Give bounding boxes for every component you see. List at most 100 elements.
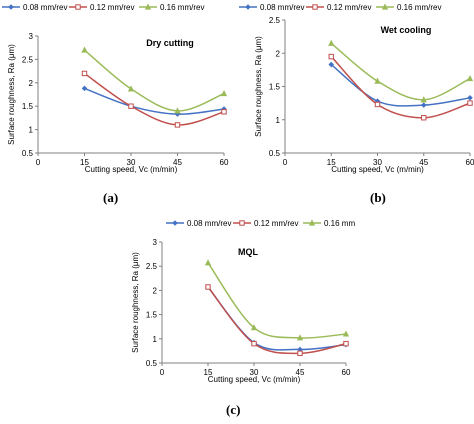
- x-axis-label: Cutting speed, Vc (m/min): [331, 165, 424, 174]
- y-tick-label: 2: [29, 79, 34, 88]
- data-point: [328, 39, 335, 46]
- legend-label: 0.12 mm/rev: [327, 3, 371, 12]
- legend-label: 0.08 mm/rev: [23, 3, 67, 12]
- panel-label-c: (c): [226, 402, 241, 417]
- legend-label: 0.08 mm/rev: [187, 219, 231, 228]
- legend-marker: [239, 220, 245, 226]
- y-axis-label: Surface roughness, Ra (μm): [254, 36, 263, 137]
- y-tick-label: 0.5: [22, 149, 34, 158]
- series-line: [84, 72, 225, 126]
- y-axis-label: Surface roughness, Ra (μm): [7, 44, 16, 145]
- y-tick-label: 0.5: [269, 149, 281, 158]
- legend-marker: [172, 220, 178, 226]
- data-point: [297, 350, 303, 357]
- data-point: [328, 53, 334, 60]
- series-line: [330, 56, 471, 119]
- data-point: [220, 89, 228, 97]
- data-point: [127, 85, 135, 92]
- legend-label: 0.16 mm/rev: [160, 3, 204, 12]
- legend-marker: [8, 4, 14, 10]
- data-point: [205, 284, 211, 290]
- data-point: [421, 115, 427, 121]
- y-tick-label: 0.5: [146, 359, 158, 368]
- y-tick-label: 2.5: [146, 262, 158, 271]
- data-point: [81, 46, 88, 53]
- series-line: [207, 286, 347, 355]
- x-tick-label: 60: [466, 158, 474, 167]
- data-point: [174, 122, 181, 128]
- legend-label: 0.08 mm/rev: [260, 3, 304, 12]
- data-point: [204, 259, 212, 266]
- data-point: [296, 334, 304, 341]
- x-tick-label: 60: [220, 158, 229, 167]
- x-tick-label: 15: [204, 368, 213, 377]
- y-axis-label: Surface roughness, Ra (μm): [131, 252, 140, 353]
- series-line: [330, 42, 471, 101]
- legend-marker: [308, 219, 316, 226]
- data-point: [81, 85, 88, 92]
- data-point: [420, 96, 427, 103]
- x-tick-label: 45: [296, 368, 305, 377]
- data-point: [250, 324, 258, 331]
- data-point: [374, 101, 381, 108]
- data-point: [466, 74, 474, 82]
- data-point: [374, 77, 381, 84]
- chart-wet-cooling: 0.5 1 1.5 2 2.5 0 15 30 45 60 Cutting speed, Vc (m…: [239, 3, 474, 174]
- y-tick-label: 3: [153, 238, 158, 247]
- x-tick-label: 30: [250, 368, 259, 377]
- y-tick-label: 2: [153, 286, 158, 295]
- series-line: [207, 262, 347, 339]
- x-tick-label: 15: [80, 158, 89, 167]
- y-tick-label: 1.5: [146, 311, 158, 320]
- x-axis-label: Cutting speed, Vc (m/min): [208, 375, 301, 384]
- y-tick-label: 3: [29, 32, 34, 41]
- data-point: [342, 330, 350, 337]
- y-tick-label: 1: [29, 126, 34, 135]
- x-tick-label: 60: [342, 368, 351, 377]
- data-point: [174, 107, 181, 114]
- legend-marker: [245, 4, 251, 10]
- data-point: [328, 61, 335, 68]
- data-point: [81, 70, 88, 77]
- y-tick-label: 1.5: [269, 83, 281, 92]
- panel-label-b: (b): [370, 190, 386, 205]
- legend-marker: [312, 4, 318, 10]
- legend-label: 0.12 mm/rev: [254, 219, 298, 228]
- x-axis-label: Cutting speed, Vc (m/min): [85, 165, 178, 174]
- data-point: [343, 340, 349, 347]
- x-tick-label: 0: [36, 158, 41, 167]
- legend-label: 0.16 mm/rev: [397, 3, 441, 12]
- legend-marker: [75, 4, 81, 10]
- x-tick-label: 45: [173, 158, 182, 167]
- y-tick-label: 1: [276, 116, 281, 125]
- chart-title: Dry cutting: [146, 38, 194, 48]
- series-line: [330, 63, 471, 107]
- y-tick-label: 1.5: [22, 102, 34, 111]
- y-tick-label: 2.5: [22, 55, 34, 64]
- data-point: [221, 109, 227, 115]
- series-line: [84, 49, 225, 112]
- x-tick-label: 45: [419, 158, 428, 167]
- x-tick-label: 30: [373, 158, 382, 167]
- legend-marker: [144, 3, 152, 10]
- chart-title: MQL: [238, 247, 258, 257]
- data-point: [128, 103, 134, 109]
- x-tick-label: 0: [160, 368, 165, 377]
- x-tick-label: 15: [327, 158, 336, 167]
- x-tick-label: 0: [283, 158, 288, 167]
- data-point: [251, 340, 257, 347]
- chart-title: Wet cooling: [381, 25, 432, 35]
- data-point: [467, 95, 473, 101]
- legend-label: 0.12 mm/rev: [90, 3, 134, 12]
- x-tick-label: 30: [127, 158, 136, 167]
- y-tick-label: 2.5: [269, 16, 281, 25]
- legend-marker: [381, 3, 389, 10]
- data-point: [420, 102, 427, 108]
- series-line: [84, 87, 225, 115]
- panel-label-a: (a): [103, 190, 119, 205]
- legend-label: 0.16 mm/rev: [324, 219, 355, 228]
- data-point: [467, 100, 473, 106]
